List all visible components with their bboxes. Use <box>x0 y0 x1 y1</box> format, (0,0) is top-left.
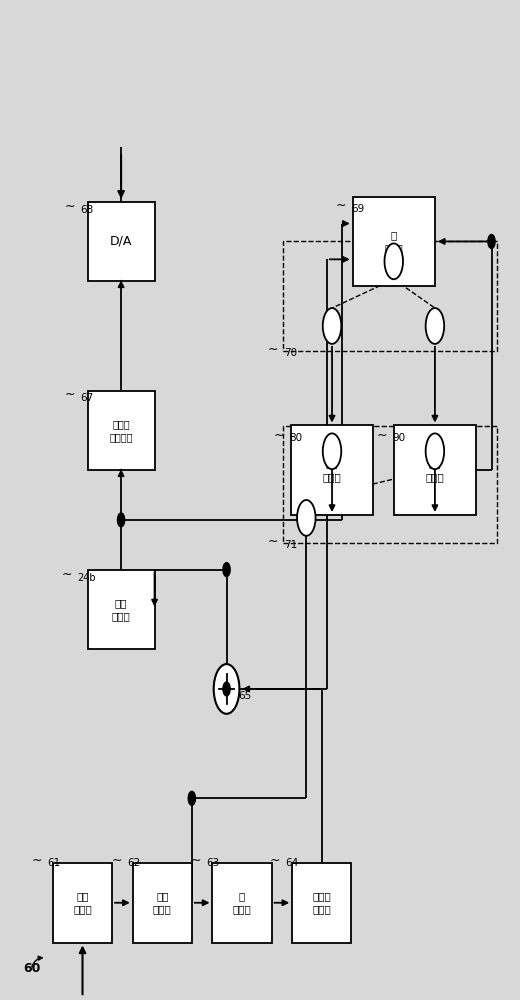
Text: 64: 64 <box>285 858 298 868</box>
Bar <box>212 863 271 943</box>
Text: 68: 68 <box>80 205 93 215</box>
Bar <box>88 202 154 281</box>
Text: 幀
存儲器: 幀 存儲器 <box>384 230 403 253</box>
Text: 解塊
濾波器: 解塊 濾波器 <box>112 598 131 621</box>
Text: 60: 60 <box>23 962 41 975</box>
Text: ∼: ∼ <box>268 535 279 548</box>
Bar <box>283 241 497 351</box>
Circle shape <box>118 513 125 527</box>
Bar <box>133 863 192 943</box>
Bar <box>292 863 352 943</box>
Text: 61: 61 <box>47 858 61 868</box>
Circle shape <box>426 433 444 469</box>
Text: 69: 69 <box>351 204 365 214</box>
Text: 70: 70 <box>284 348 297 358</box>
Circle shape <box>188 791 196 805</box>
Bar <box>394 425 476 515</box>
Circle shape <box>323 433 341 469</box>
Circle shape <box>223 682 230 696</box>
Text: 67: 67 <box>80 393 93 403</box>
Text: ∼: ∼ <box>112 853 122 866</box>
Text: 71: 71 <box>284 540 297 550</box>
Text: 行緩衝
控制電路: 行緩衝 控制電路 <box>109 419 133 442</box>
Text: 24b: 24b <box>77 573 96 583</box>
Text: ∼: ∼ <box>268 343 279 356</box>
Text: ∼: ∼ <box>376 429 387 442</box>
Text: 逆正交
變換部: 逆正交 變換部 <box>313 891 331 914</box>
Text: 幀內
預測部: 幀內 預測部 <box>322 459 342 482</box>
Circle shape <box>297 500 316 536</box>
Circle shape <box>323 308 341 344</box>
Text: ∼: ∼ <box>335 199 346 212</box>
Circle shape <box>223 563 230 577</box>
Text: ∼: ∼ <box>274 429 284 442</box>
Text: 90: 90 <box>392 433 405 443</box>
Text: 63: 63 <box>206 858 219 868</box>
Circle shape <box>214 664 239 714</box>
Circle shape <box>488 234 495 248</box>
Circle shape <box>384 243 403 279</box>
Text: ∼: ∼ <box>61 568 72 581</box>
Text: ∼: ∼ <box>64 200 75 213</box>
Bar <box>88 391 154 470</box>
Circle shape <box>426 308 444 344</box>
Text: 累積
緩衝部: 累積 緩衝部 <box>73 891 92 914</box>
Text: ∼: ∼ <box>64 388 75 401</box>
Bar <box>353 197 435 286</box>
Text: D/A: D/A <box>110 235 132 248</box>
Bar <box>88 570 154 649</box>
Text: ∼: ∼ <box>32 853 43 866</box>
Text: 解
量化部: 解 量化部 <box>232 891 251 914</box>
Text: ∼: ∼ <box>270 853 280 866</box>
Bar <box>53 863 112 943</box>
Text: 62: 62 <box>127 858 140 868</box>
Text: 運動
補償部: 運動 補償部 <box>425 459 444 482</box>
Text: 80: 80 <box>289 433 303 443</box>
Text: 無損
解碼部: 無損 解碼部 <box>153 891 172 914</box>
Bar <box>283 426 497 543</box>
Text: ∼: ∼ <box>190 853 201 866</box>
Text: 65: 65 <box>238 691 252 701</box>
Bar <box>291 425 373 515</box>
